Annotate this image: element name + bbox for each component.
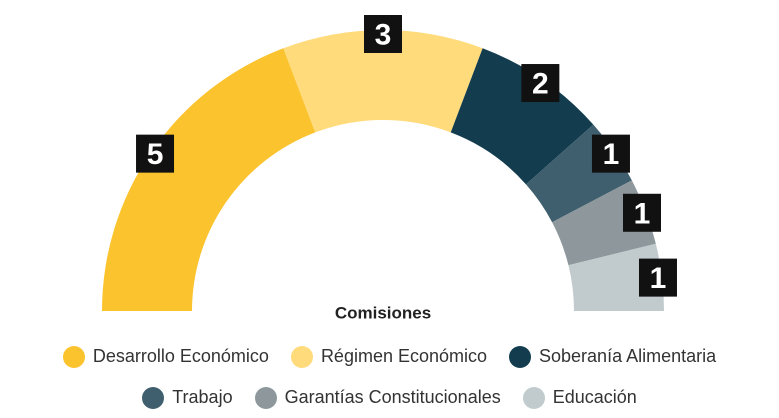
data-label: 1 — [603, 138, 620, 171]
legend-item: Trabajo — [142, 386, 233, 409]
legend-swatch — [522, 386, 545, 409]
legend-label: Régimen Económico — [320, 346, 488, 366]
legend-item: Desarrollo Económico — [62, 345, 269, 368]
legend-item: Garantías Constitucionales — [254, 386, 501, 409]
legend-swatch — [254, 386, 277, 409]
legend-swatch — [142, 386, 165, 409]
legend-label: Trabajo — [172, 387, 233, 407]
data-label: 1 — [650, 262, 667, 295]
legend-swatch — [290, 345, 313, 368]
label-box — [136, 134, 175, 173]
legend-row: Trabajo Garantías Constitucionales Educaci… — [0, 377, 779, 418]
legend-swatch — [509, 345, 532, 368]
segment — [102, 48, 316, 311]
data-label: 1 — [634, 197, 651, 230]
legend-label: Educación — [552, 387, 637, 407]
label-box — [591, 134, 630, 173]
label-box — [638, 258, 677, 297]
label-box — [364, 15, 402, 53]
label-box — [622, 193, 661, 232]
legend-label: Soberanía Alimentaria — [539, 346, 717, 366]
segment — [283, 30, 483, 133]
legend: Desarrollo Económico Régimen Económico Sob… — [0, 336, 779, 418]
label-box — [521, 64, 560, 103]
legend-label: Garantías Constitucionales — [284, 387, 501, 407]
legend-item: Soberanía Alimentaria — [509, 345, 717, 368]
legend-row: Desarrollo Económico Régimen Económico Sob… — [0, 336, 779, 377]
legend-label: Desarrollo Económico — [92, 346, 269, 366]
legend-item: Régimen Económico — [290, 345, 488, 368]
legend-item: Educación — [522, 386, 637, 409]
data-label: 3 — [375, 19, 392, 52]
data-label: 2 — [532, 68, 549, 101]
chart-title: Comisiones — [335, 304, 431, 323]
legend-swatch — [62, 345, 85, 368]
data-label: 5 — [147, 138, 164, 171]
segment — [450, 48, 594, 185]
